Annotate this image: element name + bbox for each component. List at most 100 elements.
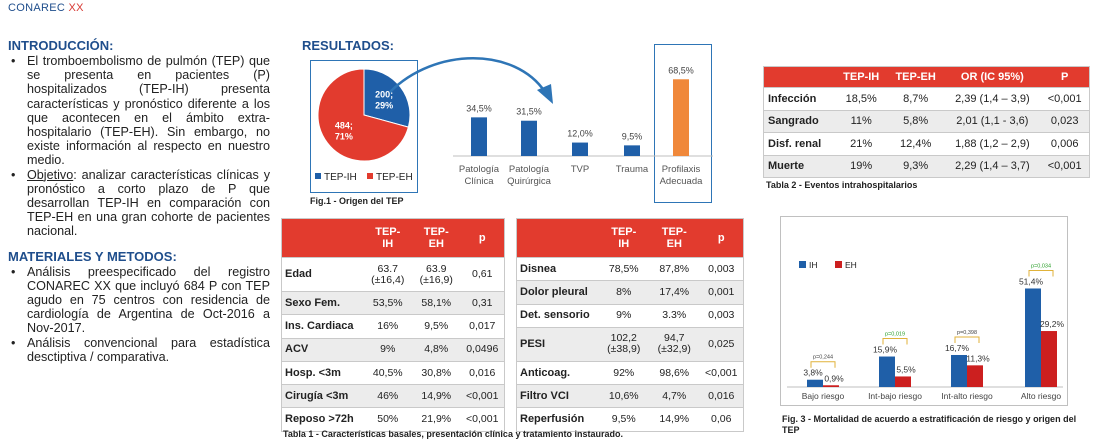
bar1-category-label: Trauma	[616, 164, 649, 175]
baseline-cell: 63.9 (±16,9)	[412, 257, 461, 292]
presentation-table: TEP- IH TEP- EH p Disnea 78,5% 87,8% 0,003 Dolor …	[516, 218, 744, 432]
presentation-row: Anticoag. 92% 98,6% <0,001	[516, 360, 744, 385]
baseline-header-cell: TEP- EH	[412, 218, 461, 258]
table2-cell: <0,001	[1040, 154, 1090, 178]
baseline-cell: 14,9%	[412, 384, 461, 408]
baseline-row-label: ACV	[281, 337, 364, 362]
fig3-pvalue-bracket	[882, 338, 908, 345]
fig3-bar	[967, 365, 983, 387]
table2-cell: 21%	[835, 132, 887, 155]
pie-chart-frame: 200; 29% 484; 71% TEP-IH TEP-EH	[310, 60, 418, 193]
table2-cell: 2,01 (1,1 - 3,6)	[944, 109, 1041, 133]
methods-bullet-2: Análisis convencional para estadística d…	[8, 336, 270, 364]
table2-cell: 18,5%	[835, 87, 887, 110]
presentation-cell: 87,8%	[649, 256, 700, 281]
table2-cell: 2,39 (1,4 – 3,9)	[944, 87, 1041, 110]
objective-text: : analizar características clínicas y pr…	[27, 167, 270, 239]
baseline-header-cell	[281, 218, 364, 258]
table2-cell: 12,4%	[886, 132, 945, 155]
fig3-pvalue-label: p=0,019	[885, 332, 905, 338]
presentation-cell: 10,6%	[598, 384, 649, 408]
fig3-bar	[823, 385, 839, 387]
table2-cell: 9,3%	[886, 154, 945, 178]
presentation-cell: 92%	[598, 360, 649, 385]
presentation-row-label: Det. sensorio	[516, 303, 599, 328]
bar1-category-label: Clínica	[464, 176, 494, 187]
baseline-cell: 63.7 (±16,4)	[363, 257, 412, 292]
presentation-cell: 4,7%	[649, 384, 700, 408]
presentation-cell: 0,06	[699, 407, 744, 432]
bar1-category-label: Patología	[509, 164, 550, 175]
fig3-bar	[1025, 288, 1041, 387]
baseline-cell: 0,61	[460, 257, 505, 292]
table2-cell: 0,023	[1040, 109, 1090, 133]
fig3-value-label: 15,9%	[873, 345, 898, 355]
presentation-row-label: Filtro VCI	[516, 384, 599, 408]
baseline-row: Sexo Fem. 53,5% 58,1% 0,31	[281, 290, 505, 315]
presentation-row: Det. sensorio 9% 3.3% 0,003	[516, 303, 744, 328]
bar1-category-label: Quirúrgica	[507, 176, 552, 187]
mortality-chart-frame: IH EH 3,8% 0,9% p=0,244 Bajo riesgo 15,9% 5,5% p…	[780, 216, 1068, 406]
intro-title: INTRODUCCIÓN:	[8, 38, 114, 53]
table2-row: Muerte 19% 9,3% 2,29 (1,4 – 3,7) <0,001	[763, 154, 1090, 178]
baseline-cell: <0,001	[460, 407, 505, 432]
baseline-cell: <0,001	[460, 384, 505, 408]
table2-header-row: TEP-IH TEP-EH OR (IC 95%) P	[763, 66, 1090, 88]
baseline-row: Ins. Cardiaca 16% 9,5% 0,017	[281, 314, 505, 339]
fig3-category-label: Int-bajo riesgo	[868, 391, 922, 401]
presentation-row-label: PESI	[516, 326, 599, 362]
fig3-legend-label: EH	[845, 260, 857, 270]
profilaxis-highlight	[654, 44, 712, 203]
table2-row: Disf. renal 21% 12,4% 1,88 (1,2 – 2,9) 0,006	[763, 132, 1090, 155]
fig3-value-label: 16,7%	[945, 343, 970, 353]
baseline-cell: 30,8%	[412, 360, 461, 385]
table1-caption: Tabla 1 - Características basales, prese…	[283, 429, 623, 439]
table2-header-cell: TEP-EH	[886, 66, 945, 88]
baseline-cell: 53,5%	[363, 290, 412, 315]
baseline-cell: 58,1%	[412, 290, 461, 315]
presentation-cell: <0,001	[699, 360, 744, 385]
brand-suffix: XX	[68, 2, 84, 14]
presentation-row-label: Disnea	[516, 256, 599, 281]
pie-label-tep-eh-count: 484;	[335, 120, 353, 130]
baseline-cell: 21,9%	[412, 407, 461, 432]
baseline-header-cell: TEP- IH	[363, 218, 412, 258]
table2-cell: 0,006	[1040, 132, 1090, 155]
objective-label: Objetivo	[27, 167, 74, 182]
text-column: INTRODUCCIÓN: El tromboembolismo de pulm…	[8, 38, 270, 364]
fig3-caption: Fig. 3 - Mortalidad de acuerdo a estrati…	[782, 414, 1077, 435]
presentation-cell: 8%	[598, 280, 649, 305]
pie-label-tep-eh-pct: 71%	[335, 131, 353, 141]
legend-swatch-tep-ih	[315, 173, 321, 179]
baseline-cell: 16%	[363, 314, 412, 339]
presentation-cell: 102,2 (±38,9)	[598, 326, 649, 362]
baseline-row: ACV 9% 4,8% 0,0496	[281, 337, 505, 362]
baseline-cell: 9%	[363, 337, 412, 362]
fig3-value-label: 11,3%	[966, 353, 990, 363]
fig3-value-label: 51,4%	[1019, 276, 1044, 286]
fig3-pvalue-label: p=0,398	[957, 330, 977, 336]
pie-caption: Fig.1 - Origen del TEP	[310, 196, 404, 206]
fig3-legend-swatch	[799, 261, 806, 268]
baseline-row-label: Cirugía <3m	[281, 384, 364, 408]
bar1-value-label: 34,5%	[466, 103, 492, 113]
bar1-bar	[572, 142, 588, 156]
table2-cell: 19%	[835, 154, 887, 178]
presentation-row-label: Reperfusión	[516, 407, 599, 432]
results-title: RESULTADOS:	[302, 38, 394, 53]
baseline-cell: 0,0496	[460, 337, 505, 362]
baseline-row-label: Edad	[281, 257, 364, 292]
baseline-row-label: Ins. Cardiaca	[281, 314, 364, 339]
fig3-legend-swatch	[835, 261, 842, 268]
fig3-category-label: Int-alto riesgo	[941, 391, 993, 401]
presentation-row-label: Anticoag.	[516, 360, 599, 385]
presentation-cell: 9%	[598, 303, 649, 328]
fig3-bar	[807, 379, 823, 387]
baseline-cell: 0,016	[460, 360, 505, 385]
fig3-pvalue-bracket	[810, 361, 836, 368]
baseline-cell: 46%	[363, 384, 412, 408]
presentation-cell: 0,016	[699, 384, 744, 408]
presentation-row: Disnea 78,5% 87,8% 0,003	[516, 256, 744, 281]
intro-bullet: El tromboembolismo de pulmón (TEP) que s…	[8, 54, 270, 168]
presentation-row: Reperfusión 9,5% 14,9% 0,06	[516, 407, 744, 432]
